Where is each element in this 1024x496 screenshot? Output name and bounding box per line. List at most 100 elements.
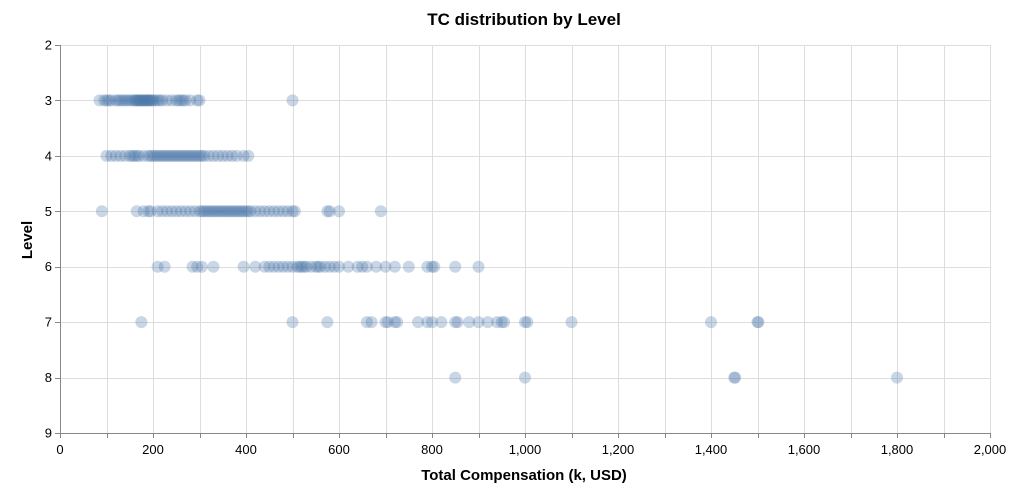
data-point [421,260,434,273]
data-point [160,149,173,162]
y-tick-label: 6 [45,259,52,274]
y-tick-label: 9 [45,426,52,441]
data-point [249,205,262,218]
data-point [165,149,178,162]
data-point [281,260,294,273]
data-point [207,149,220,162]
data-point [451,316,464,329]
data-point [391,316,404,329]
data-point [130,94,143,107]
data-point [93,94,106,107]
data-point [193,149,206,162]
data-point [328,260,341,273]
data-point [198,149,211,162]
data-point [309,260,322,273]
data-point [137,205,150,218]
data-point [705,316,717,329]
data-point [100,94,113,107]
data-point [491,316,504,329]
data-point [498,316,511,329]
data-point [293,260,306,273]
data-point [235,205,248,218]
data-point [149,94,162,107]
data-point [449,371,462,384]
data-point [153,94,166,107]
data-point [170,205,183,218]
y-tick-label: 5 [45,204,52,219]
data-point [374,205,387,218]
data-point [143,94,156,107]
data-point [323,205,336,218]
x-tick-label: 800 [421,442,443,457]
data-point [179,205,192,218]
data-point [109,149,122,162]
data-point [237,149,250,162]
data-point [160,205,173,218]
data-point [163,149,176,162]
x-tick-label: 600 [328,442,350,457]
data-point [286,260,299,273]
data-point [258,260,271,273]
data-point [209,205,222,218]
data-point [333,205,345,218]
data-point [142,94,155,107]
data-point [402,260,415,273]
data-point [249,260,262,273]
data-point [242,205,255,218]
data-point [170,94,183,107]
data-point [133,94,146,107]
data-point [202,149,215,162]
data-point [381,316,394,329]
data-point [272,260,285,273]
data-point [319,260,332,273]
data-point [472,316,485,329]
data-point [184,149,197,162]
y-tick-label: 8 [45,370,52,385]
data-point [233,205,246,218]
data-point [752,316,765,329]
data-point [140,94,153,107]
data-point [181,149,194,162]
data-point [100,149,113,162]
data-point [135,94,148,107]
data-point [119,149,132,162]
data-point [481,316,494,329]
data-point [228,205,241,218]
data-point [123,94,136,107]
data-point [214,205,227,218]
data-point [105,149,118,162]
data-point [151,94,164,107]
data-point [172,149,185,162]
data-point [156,149,169,162]
data-point [565,316,578,329]
data-point [298,260,311,273]
data-point [728,371,741,384]
data-point [267,260,280,273]
data-point [370,260,383,273]
data-point [179,149,192,162]
data-point [186,149,199,162]
data-point [121,94,134,107]
data-point [379,316,392,329]
data-point [388,260,401,273]
data-point [305,260,318,273]
data-point [729,371,742,384]
data-point [295,260,308,273]
axes: 0 200 400 600 800 1,000 1,200 1,400 1,600 1,800 2,… [45,38,1007,458]
data-point [240,205,252,218]
data-point [281,205,294,218]
data-point [263,205,276,218]
data-point [109,94,122,107]
data-point [174,205,187,218]
data-point [114,149,127,162]
data-point [212,149,225,162]
data-point [116,94,129,107]
data-point [286,205,299,218]
data-point [360,260,373,273]
data-point [184,205,197,218]
data-point [426,260,438,273]
data-point [141,94,154,107]
data-point [342,260,355,273]
data-point [226,149,239,162]
